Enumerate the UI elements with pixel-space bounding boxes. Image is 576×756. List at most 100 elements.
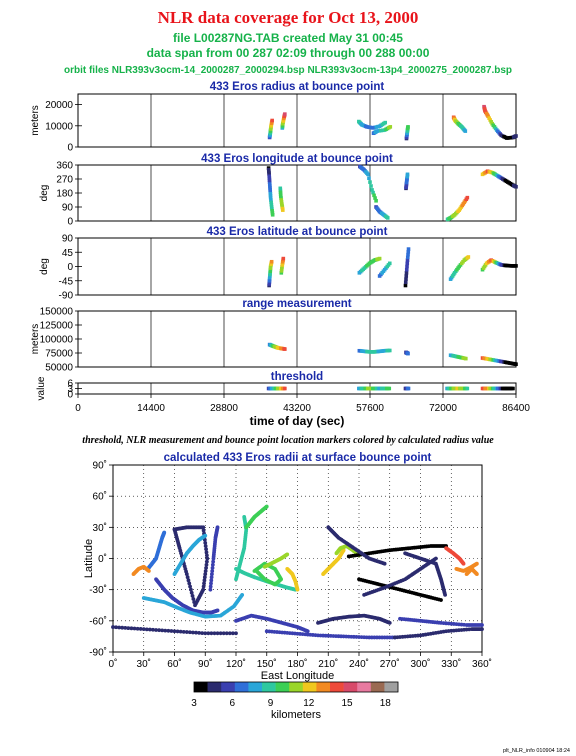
data-track: [403, 247, 411, 288]
surface-point: [129, 626, 134, 631]
surface-point: [439, 598, 443, 602]
surface-point: [215, 631, 220, 636]
map-title: calculated 433 Eros radii at surface bou…: [164, 452, 432, 464]
data-track: [451, 115, 468, 133]
y-axis-label: meters: [30, 324, 41, 355]
y-tick-label: 50000: [45, 363, 73, 374]
surface-point: [209, 575, 214, 580]
data-point: [267, 182, 272, 186]
surface-point: [295, 587, 300, 592]
panel-title: 433 Eros latitude at bounce point: [207, 226, 388, 238]
surface-point: [187, 630, 192, 635]
data-point: [387, 261, 392, 266]
surface-point: [205, 556, 210, 561]
colorbar-swatch: [316, 682, 331, 692]
surface-point: [264, 504, 269, 509]
surface-point: [202, 575, 207, 580]
surface-point: [201, 584, 206, 589]
surface-point: [193, 603, 197, 608]
data-point: [269, 198, 273, 202]
surface-point: [215, 608, 220, 613]
y-tick-label: 270: [56, 175, 73, 186]
data-point: [267, 178, 272, 182]
data-track: [480, 169, 518, 189]
surface-point: [480, 627, 484, 632]
data-point: [514, 264, 518, 268]
surface-point: [126, 626, 131, 631]
data-point: [269, 202, 274, 207]
surface-track: [262, 552, 290, 569]
threshold-panel: threshold 036 value 0 14400 28800 43200 57600 72…: [36, 371, 530, 428]
data-point: [406, 351, 410, 356]
surface-track: [285, 566, 300, 592]
surface-point: [151, 627, 155, 632]
data-point: [404, 271, 409, 275]
surface-point: [194, 630, 198, 635]
data-point: [406, 386, 411, 391]
data-track: [357, 348, 392, 354]
data-point: [268, 184, 272, 188]
data-point: [464, 356, 468, 361]
surface-track: [444, 546, 466, 566]
radius-panel: 433 Eros radius at bounce point 0 10000 200…: [30, 81, 518, 154]
data-point: [463, 129, 468, 133]
surface-point: [191, 597, 196, 601]
surface-point: [144, 627, 149, 632]
surface-point: [209, 631, 214, 636]
x-tick-label: 72000: [429, 403, 457, 414]
data-point: [270, 118, 274, 123]
surface-point: [242, 515, 247, 519]
data-track: [482, 104, 518, 140]
data-track: [445, 195, 470, 222]
surface-point: [190, 594, 195, 598]
data-point: [406, 250, 411, 254]
data-point: [405, 261, 410, 266]
range-panel: range measurement 50000 75000 100000 125000 1…: [30, 298, 518, 374]
surface-point: [204, 559, 209, 564]
data-point: [278, 186, 283, 191]
map-y-tick-label: 60˚: [93, 491, 107, 503]
surface-point: [203, 541, 208, 545]
span-line: data span from 00 287 02:09 through 00 2…: [147, 46, 430, 60]
data-track: [377, 261, 392, 278]
y-tick-label: 360: [56, 161, 73, 172]
data-point: [369, 184, 373, 188]
colorbar-swatch: [221, 682, 236, 692]
data-point: [514, 134, 518, 138]
map-x-tick-label: 240˚: [349, 658, 369, 670]
surface-point: [132, 626, 137, 631]
surface-point: [162, 530, 167, 535]
data-point: [403, 283, 408, 288]
y-tick-label: 10000: [45, 121, 73, 132]
data-point: [279, 196, 283, 200]
data-track: [371, 125, 393, 136]
data-point: [279, 198, 284, 202]
surface-track: [398, 616, 484, 627]
data-point: [268, 186, 272, 190]
y-tick-label: 180: [56, 189, 73, 200]
surface-point: [433, 556, 438, 561]
colorbar-swatch: [384, 682, 399, 692]
surface-point: [206, 631, 211, 636]
surface-point: [208, 587, 213, 592]
surface-point: [204, 565, 208, 570]
colorbar-swatch: [207, 682, 222, 692]
data-point: [278, 192, 283, 196]
x-tick-label: 57600: [356, 403, 384, 414]
surface-point: [208, 584, 213, 589]
data-track: [266, 386, 287, 391]
surface-point: [141, 627, 146, 632]
y-tick-label: 75000: [45, 349, 73, 360]
data-point: [404, 274, 409, 278]
surface-point: [160, 628, 165, 633]
map-x-tick-label: 360˚: [472, 658, 492, 670]
map-x-axis-label: East Longitude: [261, 670, 334, 682]
y-tick-label: 0: [67, 262, 73, 273]
data-track: [448, 353, 468, 361]
data-point: [514, 362, 518, 366]
map-y-tick-label: 0˚: [98, 553, 107, 565]
surface-point: [184, 630, 189, 634]
surface-point: [305, 629, 310, 634]
surface-point: [210, 572, 214, 576]
